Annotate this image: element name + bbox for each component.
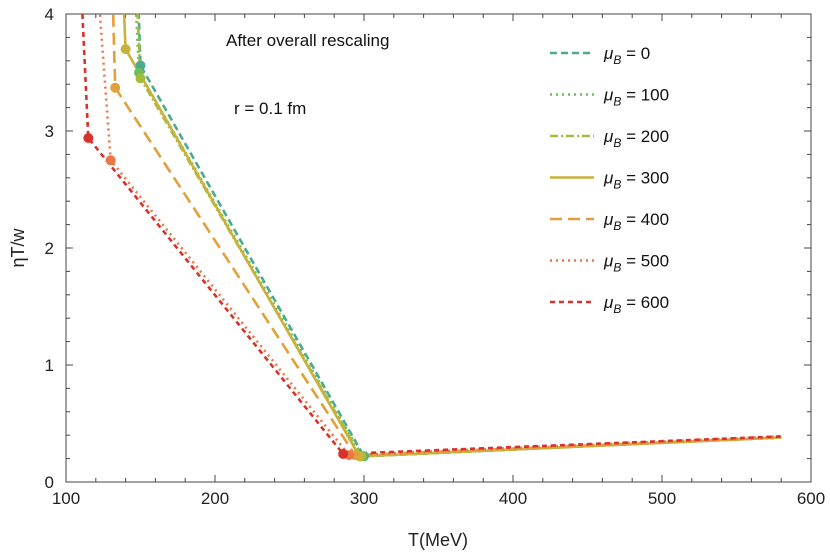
legend-subscript: B: [613, 95, 621, 109]
legend-value: = 0: [621, 44, 650, 63]
legend-subscript: B: [613, 219, 621, 233]
series-marker-6: [83, 133, 94, 144]
x-tick-label: 300: [350, 489, 378, 508]
series-marker-2: [135, 73, 146, 84]
legend-mu: μ: [603, 252, 614, 271]
y-tick-label: 0: [45, 473, 54, 492]
legend-mu: μ: [603, 44, 614, 63]
legend-value: = 400: [621, 210, 669, 229]
legend-mu: μ: [603, 210, 614, 229]
y-tick-label: 4: [45, 5, 54, 24]
legend-subscript: B: [613, 302, 621, 316]
legend-label-4: μB = 400: [603, 210, 669, 233]
series-marker-3: [120, 44, 131, 55]
series-line-3: [122, 14, 782, 458]
series-marker-5: [105, 155, 116, 166]
legend-label-1: μB = 100: [603, 86, 669, 109]
x-axis-title: T(MeV): [408, 530, 468, 550]
legend-mu: μ: [603, 293, 614, 312]
legend-label-2: μB = 200: [603, 127, 669, 150]
series-marker-4: [110, 82, 121, 93]
legend-mu: μ: [603, 86, 614, 105]
tick-labels: 100 200 300 400 500 600 0 1 2 3 4: [45, 5, 826, 508]
legend-value: = 200: [621, 127, 669, 146]
x-tick-label: 500: [648, 489, 676, 508]
x-tick-label: 200: [201, 489, 229, 508]
legend-subscript: B: [613, 178, 621, 192]
series-lines: [81, 14, 782, 458]
legend-value: = 500: [621, 252, 669, 271]
legend-label-3: μB = 300: [603, 169, 669, 192]
y-tick-label: 2: [45, 239, 54, 258]
axis-ticks: [65, 13, 812, 483]
x-tick-label: 100: [52, 489, 80, 508]
legend-label-5: μB = 500: [603, 252, 669, 275]
legend-subscript: B: [613, 261, 621, 275]
series-line-4: [111, 14, 782, 457]
series-marker-6: [338, 448, 349, 459]
legend-value: = 300: [621, 169, 669, 188]
annotation-radius: r = 0.1 fm: [234, 99, 306, 118]
legend-value: = 600: [621, 293, 669, 312]
series-line-1: [134, 14, 782, 458]
annotation-rescaling: After overall rescaling: [226, 31, 389, 50]
series-line-6: [81, 14, 782, 456]
series-line-2: [136, 14, 782, 458]
y-tick-label: 1: [45, 356, 54, 375]
legend-mu: μ: [603, 127, 614, 146]
x-tick-label: 400: [499, 489, 527, 508]
x-tick-label: 600: [797, 489, 825, 508]
y-tick-label: 3: [45, 122, 54, 141]
legend-subscript: B: [613, 136, 621, 150]
y-axis-title: ηT/w: [8, 228, 28, 268]
legend-value: = 100: [621, 86, 669, 105]
legend-mu: μ: [603, 169, 614, 188]
series-markers: [83, 44, 369, 462]
legend-subscript: B: [613, 53, 621, 67]
series-line-5: [98, 14, 782, 457]
legend-label-6: μB = 600: [603, 293, 669, 316]
series-line-0: [137, 14, 782, 458]
legend-label-0: μB = 0: [603, 44, 650, 67]
